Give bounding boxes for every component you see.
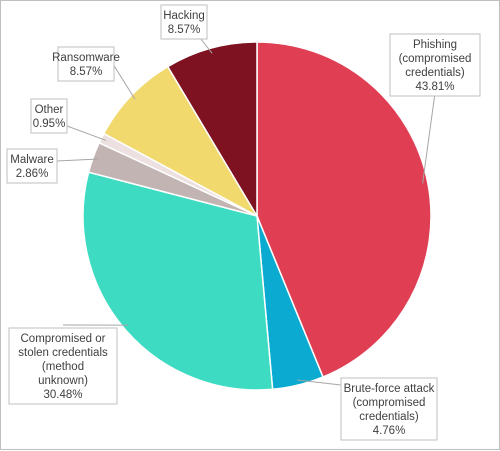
leader-line	[423, 93, 435, 183]
data-label-value: 4.76%	[373, 425, 406, 437]
data-label-phishing: Phishing (compromised credentials) 43.81%	[390, 34, 480, 96]
data-label-text: stolen credentials	[18, 347, 108, 359]
data-label-text: Ransomware	[52, 52, 120, 64]
data-label-value: 43.81%	[415, 81, 454, 93]
data-label-value: 2.86%	[16, 168, 49, 180]
data-label-value: 8.57%	[168, 24, 201, 36]
data-label-text: Other	[35, 104, 64, 116]
data-label-text: (compromised	[353, 397, 426, 409]
data-label-text: credentials)	[405, 67, 465, 79]
data-label-text: (method	[42, 361, 84, 373]
leader-line	[113, 64, 135, 99]
data-label-ransomware: Ransomware 8.57%	[52, 47, 120, 81]
data-label-value: 0.95%	[33, 118, 66, 130]
data-label-value: 30.48%	[43, 389, 82, 401]
data-label-text: Malware	[10, 154, 53, 166]
data-label-value: 8.57%	[70, 66, 103, 78]
data-label-text: credentials)	[359, 411, 419, 423]
data-label-brute-force: Brute-force attack (compromised credential…	[341, 378, 437, 440]
data-label-compromised: Compromised or stolen credentials (method u…	[9, 328, 117, 404]
data-label-other: Other 0.95%	[31, 99, 67, 133]
data-label-malware: Malware 2.86%	[7, 149, 57, 183]
data-label-hacking: Hacking 8.57%	[161, 5, 207, 39]
leader-line	[67, 126, 106, 140]
data-label-text: Hacking	[163, 10, 205, 22]
data-label-text: unknown)	[38, 375, 88, 387]
data-label-text: Compromised or	[21, 333, 106, 345]
data-label-text: Phishing	[413, 39, 457, 51]
data-label-text: Brute-force attack	[344, 383, 435, 395]
data-label-text: (compromised	[399, 53, 472, 65]
